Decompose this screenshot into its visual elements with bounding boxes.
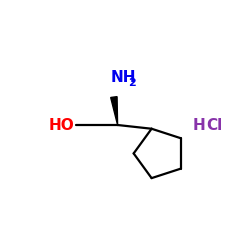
Text: H: H bbox=[192, 118, 205, 132]
Polygon shape bbox=[111, 97, 117, 125]
Text: HO: HO bbox=[48, 118, 74, 132]
Text: Cl: Cl bbox=[206, 118, 223, 132]
Text: 2: 2 bbox=[128, 78, 136, 88]
Text: NH: NH bbox=[111, 70, 136, 85]
